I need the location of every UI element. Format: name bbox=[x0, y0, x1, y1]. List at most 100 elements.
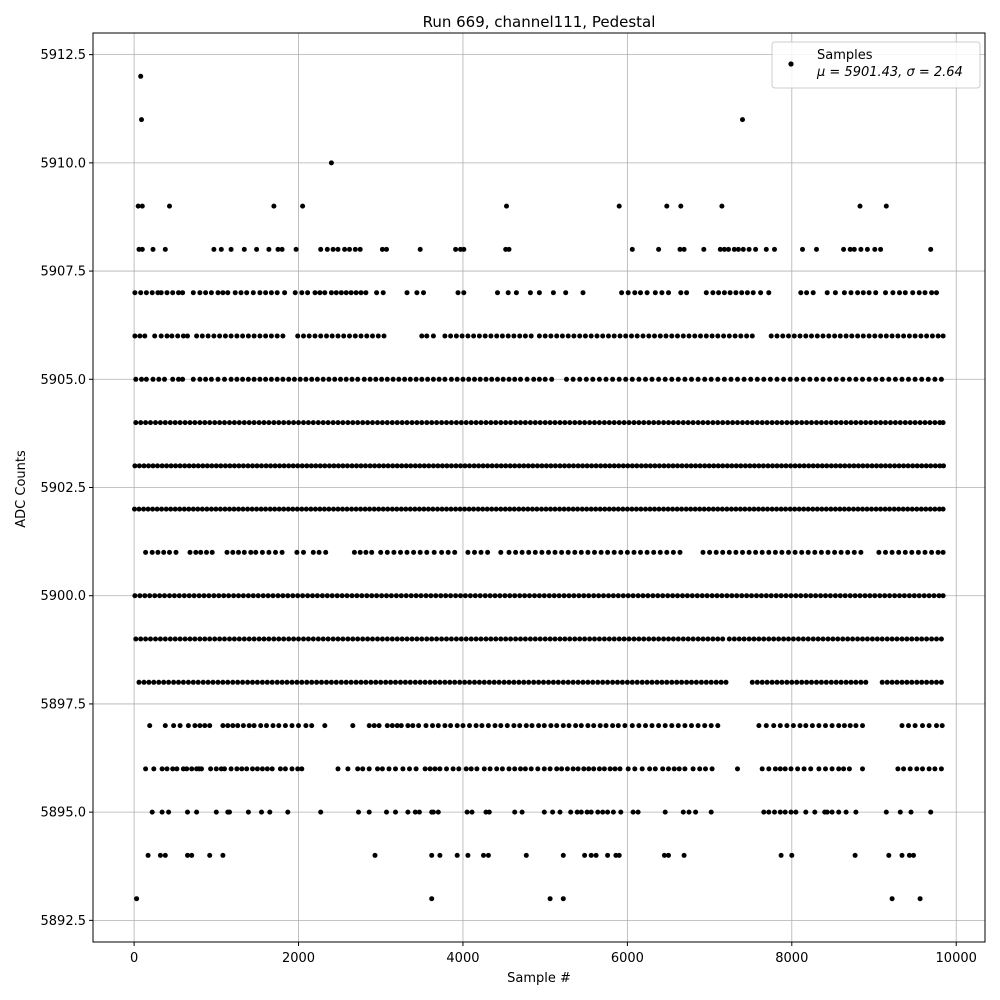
data-point bbox=[615, 506, 621, 512]
data-point bbox=[878, 463, 884, 469]
data-point bbox=[259, 679, 265, 685]
data-point bbox=[416, 506, 422, 512]
data-point bbox=[424, 333, 430, 339]
data-point bbox=[890, 290, 896, 296]
data-point bbox=[222, 463, 228, 469]
data-point bbox=[848, 679, 854, 685]
data-point bbox=[217, 333, 223, 339]
data-point bbox=[841, 290, 847, 296]
data-point bbox=[222, 506, 228, 512]
data-point bbox=[625, 766, 631, 772]
data-point bbox=[294, 506, 300, 512]
data-point bbox=[647, 766, 653, 772]
data-point bbox=[863, 679, 869, 685]
data-point bbox=[934, 636, 939, 642]
data-point bbox=[824, 809, 830, 815]
data-point bbox=[204, 549, 209, 555]
data-point bbox=[639, 679, 645, 685]
data-point bbox=[611, 333, 617, 339]
data-point bbox=[485, 723, 491, 729]
data-point bbox=[141, 679, 147, 685]
data-point bbox=[621, 636, 627, 642]
data-point bbox=[669, 723, 675, 729]
data-point bbox=[159, 463, 165, 469]
data-point bbox=[800, 376, 806, 382]
data-point bbox=[355, 766, 361, 772]
data-point bbox=[615, 679, 620, 685]
data-point bbox=[437, 766, 443, 772]
data-point bbox=[670, 636, 676, 642]
data-point bbox=[148, 420, 153, 426]
data-point bbox=[662, 723, 668, 729]
data-point bbox=[340, 420, 346, 426]
data-point bbox=[884, 679, 890, 685]
data-point bbox=[666, 290, 671, 296]
data-point bbox=[312, 506, 318, 512]
data-point bbox=[333, 290, 339, 296]
data-point bbox=[472, 593, 478, 599]
data-point bbox=[266, 420, 272, 426]
data-point bbox=[274, 679, 280, 685]
data-point bbox=[519, 549, 525, 555]
data-point bbox=[161, 549, 167, 555]
data-point bbox=[447, 679, 453, 685]
data-point bbox=[375, 766, 380, 772]
data-point bbox=[629, 679, 635, 685]
data-point bbox=[656, 463, 662, 469]
data-point bbox=[517, 593, 523, 599]
data-point bbox=[467, 723, 472, 729]
data-point bbox=[720, 420, 726, 426]
data-point bbox=[534, 506, 540, 512]
data-point bbox=[657, 549, 663, 555]
data-point bbox=[541, 809, 547, 815]
data-point bbox=[266, 246, 272, 252]
data-point bbox=[795, 766, 801, 772]
data-point bbox=[424, 636, 430, 642]
data-point bbox=[837, 593, 843, 599]
data-point bbox=[789, 852, 795, 858]
data-point bbox=[744, 420, 750, 426]
data-point bbox=[315, 420, 321, 426]
data-point bbox=[920, 766, 925, 772]
data-point bbox=[141, 463, 147, 469]
data-point bbox=[454, 723, 460, 729]
data-point bbox=[280, 333, 286, 339]
data-point bbox=[222, 333, 228, 339]
data-point bbox=[818, 593, 824, 599]
data-point bbox=[640, 593, 646, 599]
data-point bbox=[250, 593, 256, 599]
data-point bbox=[758, 290, 764, 296]
data-point bbox=[575, 766, 581, 772]
data-point bbox=[638, 463, 644, 469]
data-point bbox=[526, 549, 532, 555]
data-point bbox=[285, 809, 291, 815]
data-point bbox=[421, 463, 427, 469]
data-point bbox=[629, 463, 635, 469]
data-point bbox=[606, 333, 611, 339]
data-point bbox=[476, 333, 482, 339]
data-point bbox=[372, 852, 378, 858]
data-point bbox=[338, 290, 344, 296]
data-point bbox=[274, 290, 280, 296]
data-point bbox=[162, 246, 168, 252]
data-point bbox=[300, 203, 306, 209]
data-point bbox=[698, 679, 704, 685]
data-point bbox=[282, 766, 288, 772]
data-point bbox=[910, 290, 916, 296]
data-point bbox=[139, 203, 145, 209]
data-point bbox=[398, 593, 404, 599]
data-point bbox=[417, 246, 423, 252]
data-point bbox=[643, 723, 648, 729]
data-point bbox=[176, 376, 181, 382]
data-point bbox=[501, 679, 507, 685]
legend-box bbox=[771, 41, 981, 89]
data-point bbox=[829, 809, 835, 815]
data-point bbox=[874, 636, 880, 642]
data-point bbox=[846, 376, 852, 382]
data-point bbox=[453, 593, 459, 599]
data-point bbox=[211, 593, 217, 599]
data-point bbox=[720, 549, 726, 555]
data-point bbox=[195, 506, 201, 512]
data-point bbox=[439, 549, 445, 555]
data-point bbox=[506, 679, 512, 685]
